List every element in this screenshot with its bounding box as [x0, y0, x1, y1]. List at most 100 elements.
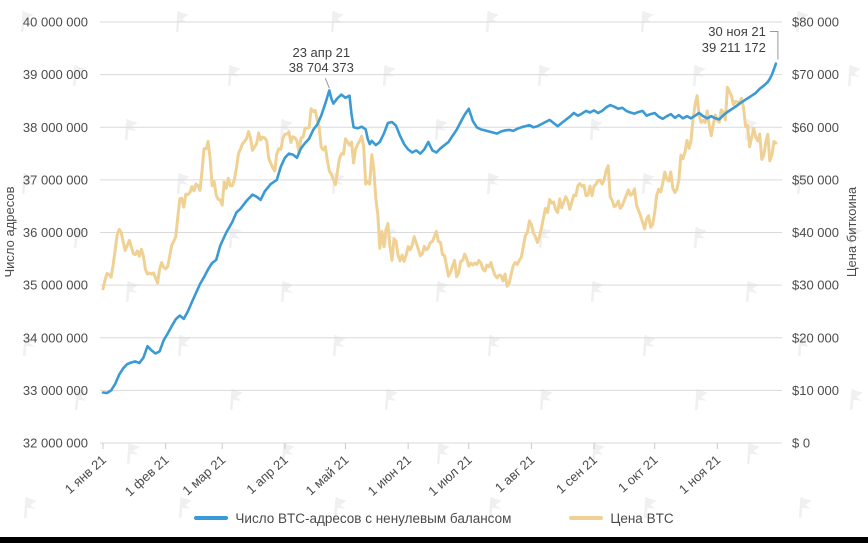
legend-label-addresses: Число BTC-адресов с ненулевым балансом	[235, 510, 512, 526]
annotation-value-nov: 39 211 172	[702, 40, 766, 55]
x-axis-tick-label: 1 фев 21	[122, 452, 172, 499]
forklog-logo-watermark-icon	[849, 226, 862, 249]
right-axis-title: Цена биткоина	[844, 186, 859, 277]
left-axis-tick-label: 37 000 000	[23, 172, 88, 187]
forklog-logo-watermark-icon	[850, 388, 863, 411]
svg-text:1 сен 21: 1 сен 21	[553, 452, 600, 496]
svg-text:1 фев 21: 1 фев 21	[122, 452, 172, 499]
x-axis-tick-label: 1 окт 21	[615, 452, 661, 495]
forklog-logo-watermark-icon	[178, 334, 191, 357]
forklog-logo-watermark-icon	[643, 334, 656, 357]
annotation-date-nov: 30 ноя 21	[708, 24, 766, 39]
legend-label-price: Цена BTC	[610, 510, 674, 526]
forklog-logo-watermark-icon	[229, 226, 242, 249]
forklog-logo-watermark-icon	[694, 226, 707, 249]
left-axis-title: Число адресов	[2, 186, 17, 277]
x-axis-tick-label: 1 янв 21	[62, 452, 109, 497]
right-axis-tick-label: $40 000	[792, 225, 839, 240]
forklog-logo-watermark-icon	[644, 496, 657, 519]
forklog-logo-watermark-icon	[333, 334, 346, 357]
forklog-logo-watermark-icon	[127, 442, 140, 465]
svg-text:1 авг 21: 1 авг 21	[492, 452, 538, 495]
forklog-logo-watermark-icon	[848, 64, 861, 87]
forklog-logo-watermark-icon	[22, 172, 35, 195]
forklog-logo-watermark-icon	[489, 496, 502, 519]
forklog-logo-watermark-icon	[228, 64, 241, 87]
right-axis-tick-label: $20 000	[792, 330, 839, 345]
bottom-black-bar	[0, 537, 868, 543]
chart-legend: Число BTC-адресов с ненулевым балансом Ц…	[0, 505, 868, 531]
right-axis-tick-label: $80 000	[792, 15, 839, 30]
forklog-logo-watermark-icon	[24, 496, 37, 519]
svg-text:1 окт 21: 1 окт 21	[615, 452, 661, 495]
left-axis-tick-label: 32 000 000	[23, 436, 88, 451]
forklog-logo-watermark-icon	[538, 64, 551, 87]
forklog-logo-watermark-icon	[487, 172, 500, 195]
right-axis-tick-label: $70 000	[792, 67, 839, 82]
forklog-logo-watermark-icon	[540, 388, 553, 411]
left-axis-tick-label: 34 000 000	[23, 330, 88, 345]
svg-text:1 май 21: 1 май 21	[303, 452, 352, 498]
annotation-value-apr: 38 704 373	[289, 60, 354, 75]
forklog-logo-watermark-icon	[21, 10, 34, 33]
forklog-logo-watermark-icon	[334, 496, 347, 519]
forklog-logo-watermark-icon	[437, 442, 450, 465]
x-axis-tick-label: 1 авг 21	[492, 452, 538, 495]
legend-item-price[interactable]: Цена BTC	[569, 510, 674, 526]
left-axis-tick-label: 38 000 000	[23, 120, 88, 135]
svg-text:1 апр 21: 1 апр 21	[243, 452, 291, 497]
left-axis-tick-label: 35 000 000	[23, 278, 88, 293]
forklog-logo-watermark-icon	[230, 388, 243, 411]
forklog-logo-watermark-icon	[177, 172, 190, 195]
right-axis-tick-label: $ 0	[792, 436, 810, 451]
forklog-logo-watermark-icon	[75, 388, 88, 411]
forklog-logo-watermark-icon	[799, 496, 812, 519]
x-axis-tick-label: 1 апр 21	[243, 452, 291, 497]
forklog-logo-watermark-icon	[695, 388, 708, 411]
svg-text:1 июн 21: 1 июн 21	[365, 452, 415, 499]
forklog-logo-watermark-icon	[693, 64, 706, 87]
right-axis-tick-label: $30 000	[792, 278, 839, 293]
svg-text:1 июл 21: 1 июл 21	[425, 452, 475, 499]
forklog-logo-watermark-icon	[590, 118, 603, 141]
left-axis-tick-label: 33 000 000	[23, 383, 88, 398]
series-line-btc-price	[101, 85, 778, 291]
right-axis-tick-label: $10 000	[792, 383, 839, 398]
forklog-logo-watermark-icon	[125, 118, 138, 141]
left-axis-tick-label: 36 000 000	[23, 225, 88, 240]
forklog-logo-watermark-icon	[798, 334, 811, 357]
forklog-logo-watermark-icon	[74, 226, 87, 249]
forklog-logo-watermark-icon	[642, 172, 655, 195]
x-axis-tick-label: 1 июл 21	[425, 452, 475, 499]
forklog-logo-watermark-icon	[73, 64, 86, 87]
x-axis-tick-label: 1 ноя 21	[676, 452, 723, 497]
legend-swatch-addresses-icon	[194, 516, 229, 520]
annotation-connector-nov	[769, 31, 779, 60]
svg-text:1 мар 21: 1 мар 21	[179, 452, 228, 498]
legend-item-addresses[interactable]: Число BTC-адресов с ненулевым балансом	[194, 511, 511, 526]
forklog-logo-watermark-icon	[488, 334, 501, 357]
x-axis-tick-label: 1 сен 21	[553, 452, 600, 496]
left-axis-tick-label: 40 000 000	[23, 15, 88, 30]
annotation-date-apr: 23 апр 21	[292, 45, 350, 60]
x-axis-tick-label: 1 май 21	[303, 452, 352, 498]
forklog-logo-watermark-icon	[435, 118, 448, 141]
right-axis-tick-label: $60 000	[792, 120, 839, 135]
svg-text:1 ноя 21: 1 ноя 21	[676, 452, 723, 497]
forklog-logo-watermark-icon	[385, 388, 398, 411]
right-axis-tick-label: $50 000	[792, 172, 839, 187]
forklog-logo-watermark-icon	[796, 10, 809, 33]
forklog-logo-watermark-icon	[747, 442, 760, 465]
x-axis-tick-label: 1 мар 21	[179, 452, 228, 498]
left-axis-tick-label: 39 000 000	[23, 67, 88, 82]
legend-swatch-price-icon	[569, 516, 604, 520]
forklog-logo-watermark-icon	[797, 172, 810, 195]
series-line-btc-addresses	[101, 62, 778, 395]
annotation-connector-apr	[324, 78, 330, 89]
forklog-logo-watermark-icon	[383, 64, 396, 87]
x-axis-tick-label: 1 июн 21	[365, 452, 415, 499]
svg-text:1 янв 21: 1 янв 21	[62, 452, 109, 497]
forklog-logo-watermark-icon	[179, 496, 192, 519]
